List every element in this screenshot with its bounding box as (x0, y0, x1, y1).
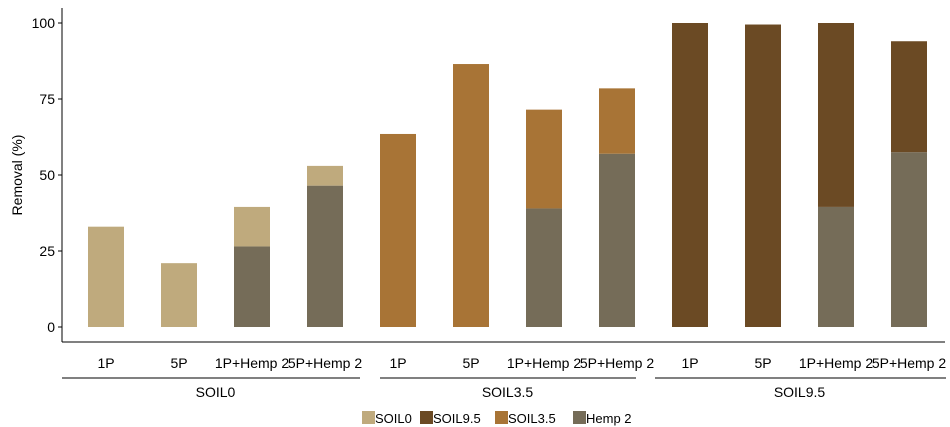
x-tick-label: 5P+Hemp 2 (288, 355, 363, 371)
x-tick-label: 5P+Hemp 2 (580, 355, 655, 371)
group-label: SOIL0 (196, 384, 236, 400)
bar-segment-soil (380, 133, 416, 327)
x-tick-label: 5P (754, 355, 771, 371)
bar-segment-soil (307, 165, 343, 186)
bar-segment-soil (161, 263, 197, 327)
bar-segment-soil (599, 88, 635, 154)
x-tick-label: 5P (170, 355, 187, 371)
x-tick-labels: 1P 5P 1P+Hemp 25P+Hemp 2 1P 5P 1P+Hemp 25P+He… (97, 355, 946, 371)
x-tick-label: 1P+Hemp 2 (799, 355, 874, 371)
group-labels: SOIL0 SOIL3.5 SOIL9.5 (62, 377, 946, 400)
y-tick-label: 100 (32, 15, 56, 31)
legend-swatch (495, 411, 508, 424)
group-label: SOIL9.5 (774, 384, 826, 400)
legend-label: SOIL9.5 (433, 411, 481, 426)
bar-segment-soil (234, 206, 270, 247)
y-tick-label: 0 (47, 319, 55, 335)
legend-label: SOIL3.5 (508, 411, 556, 426)
x-tick-label: 5P+Hemp 2 (872, 355, 947, 371)
bar-segment-soil (891, 41, 927, 153)
x-tick-label: 5P (462, 355, 479, 371)
x-tick-label: 1P+Hemp 2 (507, 355, 582, 371)
bar-segment-soil (88, 226, 124, 327)
y-tick-label: 75 (39, 91, 55, 107)
bar-segment-hemp (599, 153, 635, 327)
x-tick-label: 1P+Hemp 2 (215, 355, 290, 371)
group-label: SOIL3.5 (482, 384, 534, 400)
bar-segment-hemp (818, 206, 854, 327)
y-tick-label: 50 (39, 167, 55, 183)
legend-label: SOIL0 (375, 411, 412, 426)
bar-segment-hemp (526, 208, 562, 327)
axis-layer: 0 25 50 75 100 (32, 8, 945, 343)
bar-segment-soil (672, 23, 708, 327)
bar-segment-soil (526, 109, 562, 209)
bar-segment-hemp (891, 152, 927, 327)
x-tick-label: 1P (97, 355, 114, 371)
legend-swatch (420, 411, 433, 424)
legend: SOIL0 SOIL9.5 SOIL3.5 Hemp 2 (362, 411, 632, 426)
y-tick-label: 25 (39, 243, 55, 259)
bar-segment-hemp (307, 185, 343, 327)
bar-segment-soil (818, 23, 854, 207)
bar-segment-hemp (234, 246, 270, 327)
bar-segment-soil (453, 64, 489, 327)
x-tick-label: 1P (681, 355, 698, 371)
bars-layer (88, 23, 927, 328)
legend-swatch (362, 411, 375, 424)
x-tick-label: 1P (389, 355, 406, 371)
bar-segment-soil (745, 24, 781, 328)
legend-label: Hemp 2 (586, 411, 632, 426)
legend-swatch (573, 411, 586, 424)
y-axis-title: Removal (%) (9, 135, 25, 216)
